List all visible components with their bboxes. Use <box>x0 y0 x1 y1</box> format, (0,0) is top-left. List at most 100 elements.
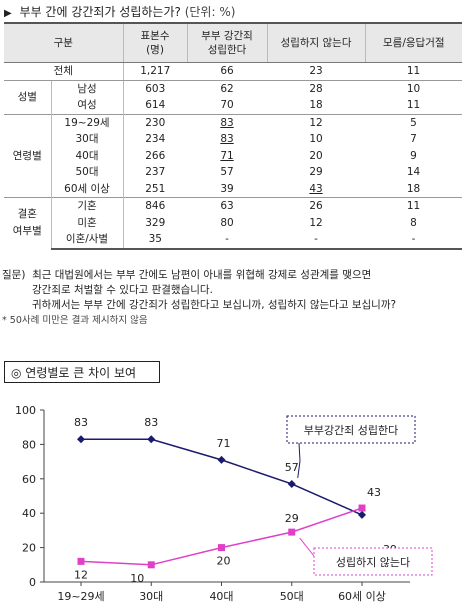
cell-yes: 71 <box>220 149 234 162</box>
row-label: 이혼/사별 <box>51 231 124 250</box>
cell-no: 20 <box>309 149 323 162</box>
data-label: 12 <box>74 568 88 581</box>
series-line-1 <box>81 438 363 516</box>
page-title: ▶ 부부 간에 강간죄가 성립하는가? (단위: %) <box>4 3 235 20</box>
cell-no: 12 <box>267 113 366 131</box>
callout-pointer-2 <box>299 537 315 557</box>
cell-n: 1,217 <box>123 62 188 81</box>
row-label: 50대 <box>51 164 124 181</box>
cell-no: 28 <box>309 82 323 95</box>
data-point <box>218 544 225 552</box>
y-tick-label: 80 <box>22 438 36 451</box>
triangle-marker-icon: ▶ <box>4 8 12 19</box>
row-label: 60세 이상 <box>51 180 124 198</box>
x-tick-label: 40대 <box>209 590 233 603</box>
y-tick-label: 40 <box>22 507 36 520</box>
data-label: 83 <box>144 416 158 429</box>
table-row: 40대 266 71 20 9 <box>4 147 462 164</box>
y-tick-label: 0 <box>29 576 36 589</box>
cell-yes: 62 <box>220 82 234 95</box>
cell-n: 237 <box>145 166 166 179</box>
data-point <box>147 561 155 569</box>
data-point <box>77 557 85 565</box>
cell-n: 846 <box>123 197 188 215</box>
legend-callout-label-1: 부부강간죄 성립한다 <box>304 424 399 437</box>
cell-n: 251 <box>145 182 166 195</box>
y-tick-label: 20 <box>22 542 36 555</box>
cell-dk: 5 <box>365 113 463 131</box>
table-header-row: 구분 표본수 (명) 부부 강간죄 성립한다 성립하지 않는다 모름/응답거절 <box>4 22 463 63</box>
cell-yes: 83 <box>187 113 268 131</box>
data-point <box>358 510 366 519</box>
cell-dk: 7 <box>410 133 417 146</box>
data-label: 10 <box>130 572 144 585</box>
cell-no: 26 <box>267 197 366 215</box>
col-header-yes: 부부 강간죄 성립한다 <box>186 22 268 63</box>
table-row: 30대 234 83 10 7 <box>4 131 462 148</box>
cell-no: 18 <box>309 99 323 112</box>
cell-yes: 83 <box>220 133 234 146</box>
unit-label: (단위: %) <box>184 5 236 19</box>
cell-dk: 11 <box>365 197 463 215</box>
table-row: 미혼 329 80 12 8 <box>4 214 462 231</box>
table-row: 결혼 여부별 기혼 846 63 26 11 <box>4 197 463 249</box>
group-label-gender: 성별 <box>4 80 52 114</box>
cell-n: 614 <box>145 99 166 112</box>
data-label: 57 <box>285 461 299 474</box>
data-point <box>287 479 296 488</box>
cell-no: 10 <box>309 133 323 146</box>
row-label: 19~29세 <box>51 113 124 131</box>
table-row-total: 전체 1,217 66 23 11 <box>4 62 463 81</box>
cell-yes: 63 <box>187 197 268 215</box>
cell-dk: - <box>365 231 463 250</box>
col-header-dk: 모름/응답거절 <box>364 22 463 63</box>
cell-no: - <box>267 231 366 250</box>
data-point <box>77 435 85 444</box>
cell-no: 23 <box>267 62 366 81</box>
x-tick-label: 50대 <box>280 590 304 603</box>
col-header-n: 표본수 (명) <box>122 22 188 63</box>
cell-yes: 66 <box>187 62 268 81</box>
cell-dk: 11 <box>365 62 463 81</box>
y-tick-label: 100 <box>15 404 36 417</box>
row-label: 미혼 <box>51 214 124 231</box>
cell-dk: 9 <box>410 149 417 162</box>
legend-callout-box-1 <box>286 415 416 444</box>
row-label: 40대 <box>51 147 124 164</box>
table-row: 이혼/사별 35 - - - <box>4 231 463 250</box>
y-tick-label: 60 <box>22 473 36 486</box>
question-prefix: 질문) <box>2 269 26 281</box>
col-header-group: 구분 <box>4 22 124 63</box>
data-point <box>288 528 296 536</box>
legend-callout-box-2 <box>313 547 433 576</box>
footnote: * 50사례 미만은 결과 제시하지 않음 <box>2 315 148 326</box>
cell-n: 35 <box>123 231 188 250</box>
cell-yes: 80 <box>220 216 234 229</box>
cell-no: 29 <box>309 166 323 179</box>
group-label-marital: 결혼 여부별 <box>4 197 52 249</box>
x-tick-label: 60세 이상 <box>338 590 386 603</box>
question-title: 부부 간에 강간죄가 성립하는가? <box>19 5 181 19</box>
cell-n: 266 <box>145 149 166 162</box>
data-label: 83 <box>74 416 88 429</box>
survey-table: 구분 표본수 (명) 부부 강간죄 성립한다 성립하지 않는다 모름/응답거절 … <box>4 22 463 250</box>
cell-yes: - <box>187 231 268 250</box>
data-point <box>358 504 366 512</box>
data-label: 71 <box>217 437 231 450</box>
x-tick-label: 30대 <box>139 590 163 603</box>
legend-callout-label-2: 성립하지 않는다 <box>336 555 410 569</box>
cell-n: 230 <box>123 113 188 131</box>
question-line-3: 귀하께서는 부부 간에 강간죄가 성립한다고 보십니까, 성립하지 않는다고 보… <box>32 299 397 311</box>
data-label: 43 <box>367 486 381 499</box>
cell-dk: 11 <box>406 99 421 112</box>
cell-no: 43 <box>309 182 323 195</box>
section-title: ◎ 연령별로 큰 차이 보여 <box>4 361 160 383</box>
group-label-age: 연령별 <box>4 113 52 198</box>
table-row: 60세 이상 251 39 43 18 <box>4 180 462 198</box>
cell-dk: 10 <box>406 82 421 95</box>
row-label: 남성 <box>51 80 124 97</box>
question-line-2: 강간죄로 처벌할 수 있다고 판결했습니다. <box>32 284 213 296</box>
cell-dk: 18 <box>406 182 421 195</box>
row-label: 여성 <box>51 97 124 114</box>
table-row: 여성 614 70 18 11 <box>4 97 462 114</box>
